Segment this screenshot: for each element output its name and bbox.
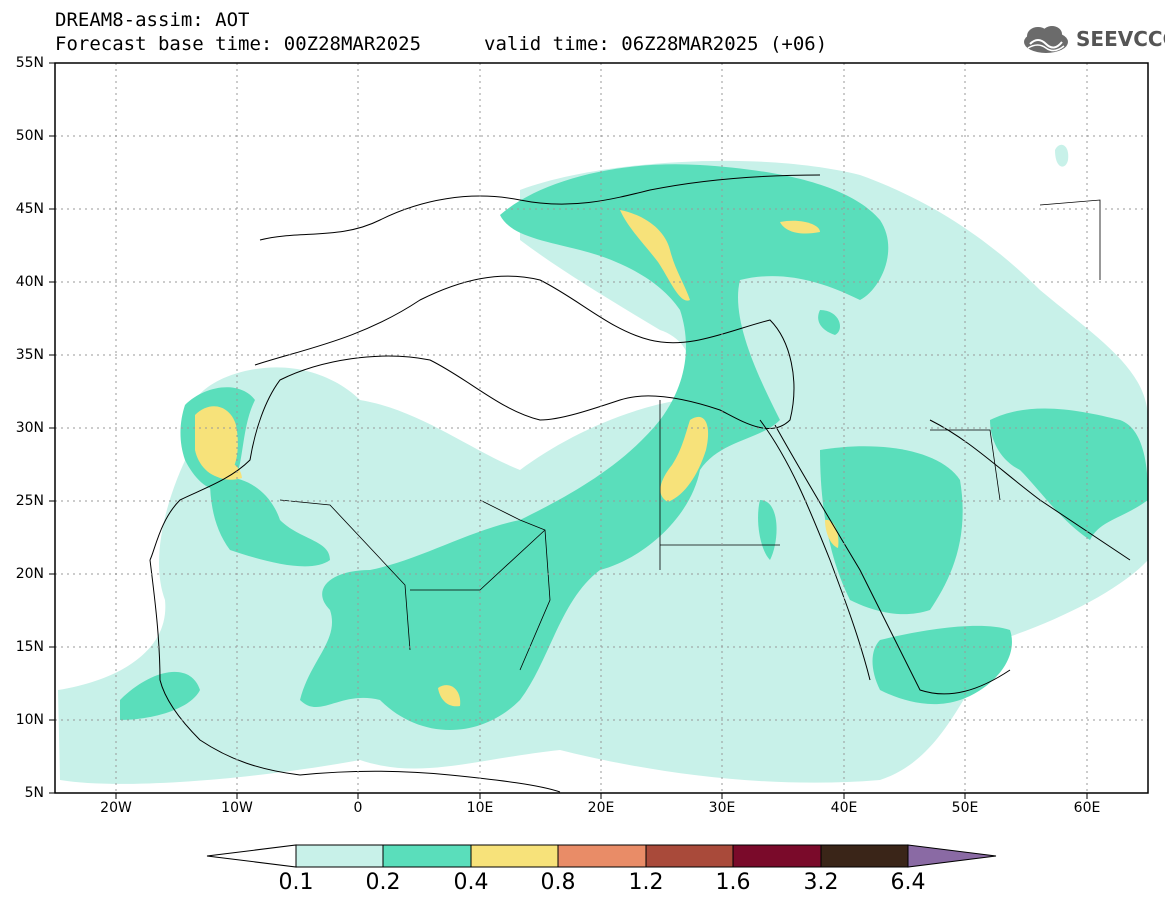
lat-tick-label: 40N: [15, 274, 44, 290]
legend-label: 1.2: [628, 870, 664, 895]
legend-label: 0.4: [453, 870, 489, 895]
lat-tick-label: 35N: [15, 347, 44, 363]
lon-tick-label: 60E: [1073, 800, 1101, 816]
logo-text: SEEVCCC: [1076, 27, 1165, 51]
lon-tick-label: 50E: [951, 800, 979, 816]
lat-tick-label: 30N: [15, 420, 44, 436]
country-borders: [279, 199, 1101, 671]
legend-label: 0.8: [540, 870, 576, 895]
legend-label: 3.2: [803, 870, 839, 895]
aot-band-0.1: [58, 144, 1148, 784]
aot-band-0.4: [195, 210, 839, 707]
graticule: [55, 63, 1148, 793]
lon-tick-label: 20W: [100, 800, 132, 816]
legend-label: 1.6: [715, 870, 751, 895]
valid-time-label: valid time: 06Z28MAR2025 (+06): [484, 33, 828, 55]
lon-tick-label: 30E: [708, 800, 736, 816]
legend-label: 0.2: [365, 870, 401, 895]
coastlines: [149, 174, 1131, 793]
axis-ticks: [49, 62, 1088, 799]
legend-label: 6.4: [890, 870, 926, 895]
lat-tick-label: 5N: [24, 785, 44, 801]
lon-tick-label: 10E: [466, 800, 494, 816]
lat-tick-label: 50N: [15, 128, 44, 144]
lon-tick-label: 20E: [587, 800, 615, 816]
lon-tick-label: 10W: [221, 800, 253, 816]
lat-tick-label: 10N: [15, 712, 44, 728]
cloud-icon: [1024, 26, 1068, 53]
lon-tick-label: 0: [353, 800, 363, 816]
aot-fields: [58, 144, 1148, 793]
base-time-label: Forecast base time: 00Z28MAR2025: [55, 33, 422, 55]
lat-tick-label: 55N: [15, 55, 44, 71]
map-title: DREAM8-assim: AOT: [55, 9, 250, 31]
lon-tick-label: 40E: [830, 800, 858, 816]
lat-tick-label: 20N: [15, 566, 44, 582]
lat-tick-label: 15N: [15, 639, 44, 655]
legend-label: 0.1: [278, 870, 314, 895]
seevccc-logo: [1024, 26, 1068, 53]
lat-tick-label: 45N: [15, 201, 44, 217]
lat-tick-label: 25N: [15, 493, 44, 509]
